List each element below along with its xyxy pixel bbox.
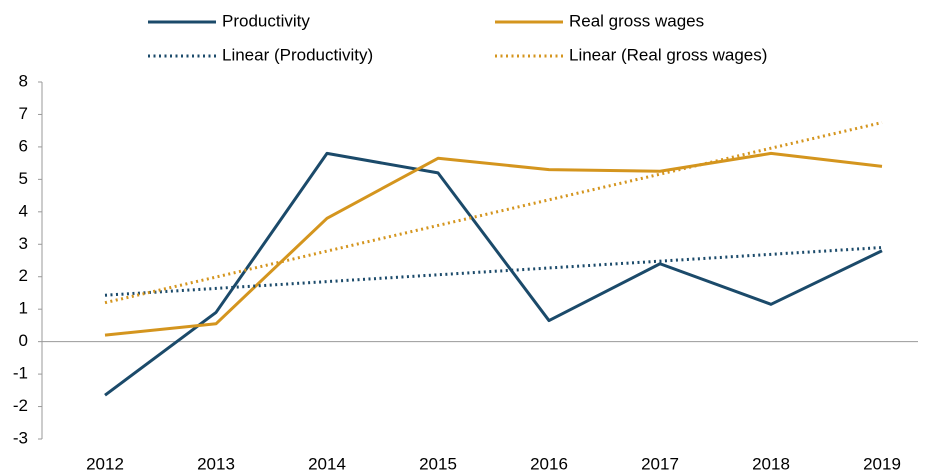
legend-label: Real gross wages: [569, 11, 704, 30]
y-tick-label: 5: [19, 169, 28, 188]
x-tick-label: 2018: [752, 454, 790, 473]
y-tick-label: 2: [19, 266, 28, 285]
x-tick-label: 2017: [641, 454, 679, 473]
y-tick-label: -2: [13, 396, 28, 415]
y-tick-label: 6: [19, 136, 28, 155]
y-tick-label: 1: [19, 299, 28, 318]
x-tick-label: 2015: [419, 454, 457, 473]
series-line: [104, 151, 883, 397]
y-tick-label: 3: [19, 234, 28, 253]
y-tick-label: 7: [19, 104, 28, 123]
x-tick-label: 2012: [86, 454, 124, 473]
y-tick-label: -1: [13, 364, 28, 383]
series-line: [104, 121, 883, 305]
y-tick-label: 8: [19, 71, 28, 90]
y-tick-label: 0: [19, 331, 28, 350]
legend-label: Linear (Real gross wages): [569, 45, 767, 64]
x-tick-label: 2013: [197, 454, 235, 473]
x-tick-label: 2016: [530, 454, 568, 473]
legend-label: Productivity: [222, 11, 310, 30]
legend-label: Linear (Productivity): [222, 45, 373, 64]
x-tick-label: 2014: [308, 454, 346, 473]
x-tick-label: 2019: [863, 454, 901, 473]
series-line: [104, 246, 883, 297]
series-line: [104, 151, 883, 337]
y-tick-label: -3: [13, 428, 28, 447]
y-tick-label: 4: [19, 201, 28, 220]
